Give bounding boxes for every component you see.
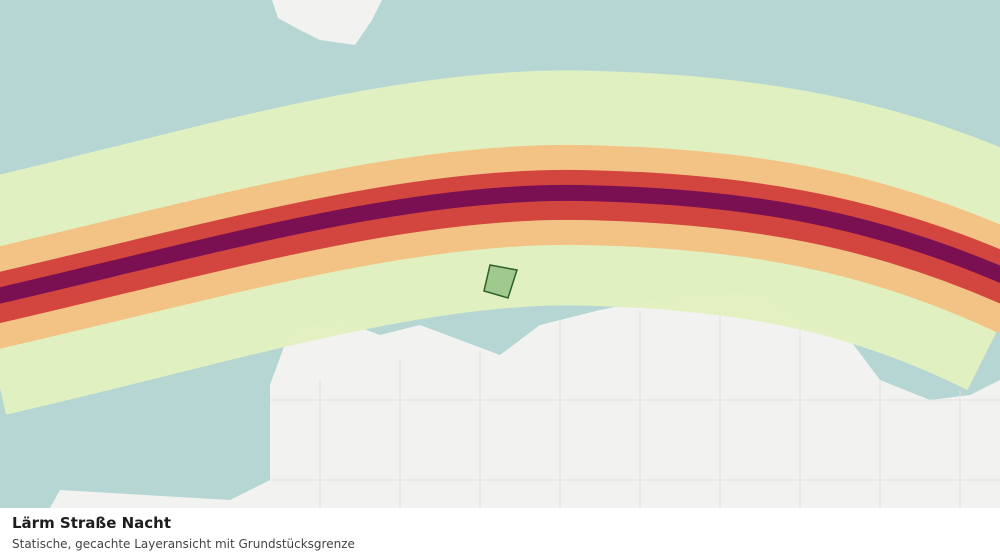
layer-subtitle: Statische, gecachte Layeransicht mit Gru… (12, 537, 355, 551)
land-top (272, 0, 382, 45)
band-60db (0, 184, 1000, 304)
parcel-boundary (483, 264, 518, 299)
parcel-grid (270, 300, 1000, 508)
caption: Lärm Straße Nacht Statische, gecachte La… (0, 508, 1000, 560)
noise-map (0, 0, 1000, 508)
layer-title: Lärm Straße Nacht (12, 514, 172, 532)
noise-bands (0, 70, 1000, 415)
